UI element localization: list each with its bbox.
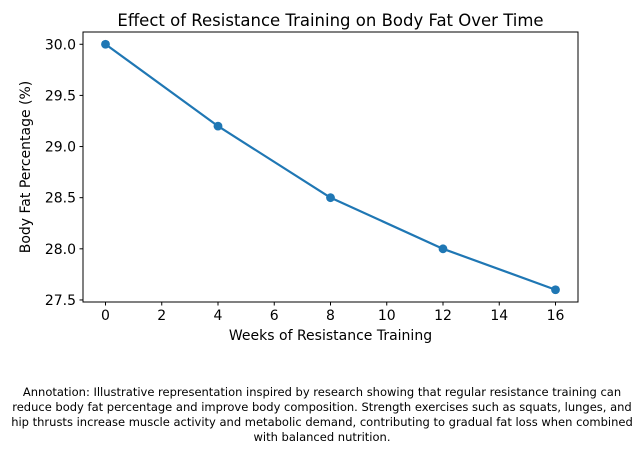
data-point (213, 121, 223, 131)
y-tick-label: 28.5 (45, 191, 76, 207)
y-tick-label: 29.0 (45, 140, 76, 156)
chart-title: Effect of Resistance Training on Body Fa… (117, 11, 543, 30)
annotation-text: Annotation: Illustrative representation … (11, 385, 633, 444)
plot-border (82, 31, 579, 303)
x-tick-label: 2 (157, 308, 166, 324)
data-point (326, 193, 335, 203)
data-point (438, 244, 448, 254)
data-line (104, 43, 557, 291)
y-axis-label: Body Fat Percentage (%) (18, 81, 34, 254)
x-tick-label: 8 (326, 308, 335, 324)
x-tick-label: 6 (270, 308, 279, 324)
data-point (551, 285, 560, 295)
body-fat-line-chart: Effect of Resistance Training on Body Fa… (18, 11, 579, 344)
x-tick-label: 12 (434, 308, 452, 324)
x-tick-label: 16 (547, 308, 565, 324)
y-tick-label: 29.5 (45, 88, 76, 104)
x-tick-label: 14 (490, 308, 508, 324)
y-tick-label: 28.0 (45, 242, 76, 258)
y-tick-label: 30.0 (45, 37, 76, 53)
x-axis-label: Weeks of Resistance Training (229, 328, 432, 344)
y-tick-label: 27.5 (45, 293, 76, 309)
plot-area: 0 2 4 6 8 10 12 14 16 27.5 28.0 28.5 29.0 29.5 30.0 (45, 31, 579, 324)
data-point (101, 39, 110, 49)
x-tick-label: 10 (378, 308, 396, 324)
x-tick-label: 0 (101, 308, 110, 324)
x-tick-label: 4 (214, 308, 223, 324)
